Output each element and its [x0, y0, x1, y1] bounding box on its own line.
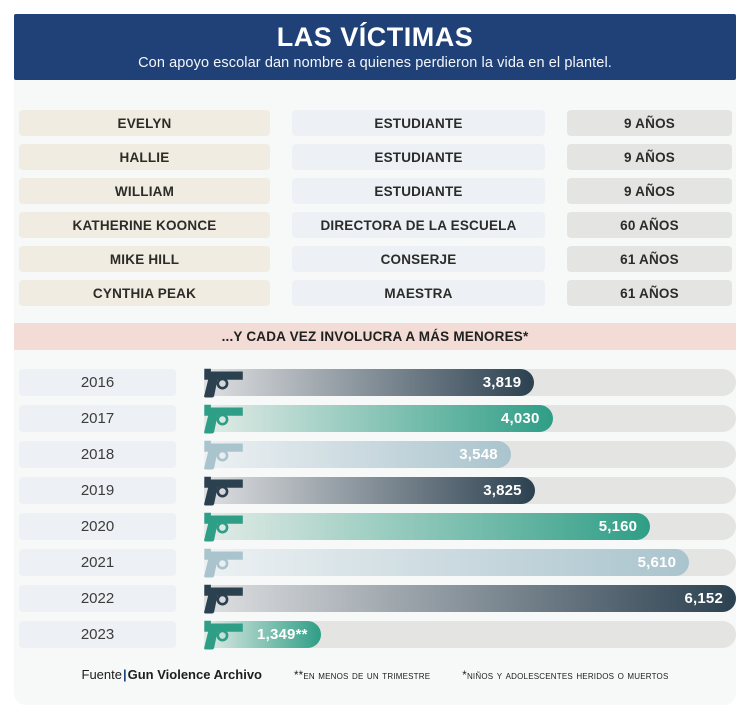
chart-row: 2020 5,160 [19, 512, 736, 542]
chart-bar-track: 3,548 [204, 440, 736, 470]
chart-row: 2019 3,825 [19, 476, 736, 506]
victim-role: MAESTRA [292, 280, 545, 306]
chart-bar-value: 5,610 [637, 554, 677, 571]
victim-age: 61 AÑOS [567, 246, 732, 272]
victim-age: 61 AÑOS [567, 280, 732, 306]
chart-bar: 3,548 [204, 441, 511, 468]
chart-row: 2023 1,349** [19, 620, 736, 650]
chart-bar: 5,160 [204, 513, 651, 540]
chart-bar-value: 1,349** [257, 626, 308, 643]
victim-row: WILLIAM ESTUDIANTE 9 AÑOS [19, 178, 732, 204]
chart-year-label: 2020 [19, 513, 176, 540]
chart-row: 2018 3,548 [19, 440, 736, 470]
chart-bar-track: 6,152 [204, 584, 736, 614]
victim-name: MIKE HILL [19, 246, 270, 272]
chart-year-label: 2021 [19, 549, 176, 576]
victim-role: CONSERJE [292, 246, 545, 272]
victim-name: WILLIAM [19, 178, 270, 204]
pistol-icon [201, 545, 245, 581]
chart-row: 2022 6,152 [19, 584, 736, 614]
chart-bar-track: 1,349** [204, 620, 736, 650]
infographic-card: LAS VÍCTIMAS Con apoyo escolar dan nombr… [14, 14, 736, 705]
victim-role: ESTUDIANTE [292, 110, 545, 136]
chart-section-title: ...Y CADA VEZ INVOLUCRA A MÁS MENORES* [14, 323, 736, 350]
chart-bar-track: 4,030 [204, 404, 736, 434]
victim-row: HALLIE ESTUDIANTE 9 AÑOS [19, 144, 732, 170]
chart-bar-track: 5,160 [204, 512, 736, 542]
chart-bar-value: 3,819 [482, 374, 522, 391]
chart-row: 2021 5,610 [19, 548, 736, 578]
chart-bar: 6,152 [204, 585, 736, 612]
chart-bar-value: 3,548 [459, 446, 498, 463]
chart-year-label: 2018 [19, 441, 176, 468]
chart-row: 2017 4,030 [19, 404, 736, 434]
chart-bar: 1,349** [204, 621, 321, 648]
chart-row: 2016 3,819 [19, 368, 736, 398]
victim-name: EVELYN [19, 110, 270, 136]
victim-age: 60 AÑOS [567, 212, 732, 238]
victims-table: EVELYN ESTUDIANTE 9 AÑOS HALLIE ESTUDIAN… [14, 80, 736, 306]
chart-year-label: 2017 [19, 405, 176, 432]
chart-year-label: 2022 [19, 585, 176, 612]
pistol-icon [201, 473, 245, 509]
chart-year-label: 2023 [19, 621, 176, 648]
footnote-trimester: **En menos de un trimestre [294, 670, 431, 682]
bar-chart: 2016 3,819 2017 4,030 [14, 350, 736, 650]
page-subtitle: Con apoyo escolar dan nombre a quienes p… [138, 54, 612, 71]
victim-age: 9 AÑOS [567, 110, 732, 136]
footnote-children: *Niños y adolescentes heridos o muertos [462, 670, 669, 682]
chart-bar: 3,825 [204, 477, 535, 504]
pistol-icon [201, 365, 245, 401]
victim-role: ESTUDIANTE [292, 178, 545, 204]
victim-age: 9 AÑOS [567, 178, 732, 204]
victim-role: ESTUDIANTE [292, 144, 545, 170]
page-title: LAS VÍCTIMAS [276, 22, 474, 53]
header-banner: LAS VÍCTIMAS Con apoyo escolar dan nombr… [14, 14, 736, 80]
chart-bar: 4,030 [204, 405, 553, 432]
chart-bar-value: 3,825 [483, 482, 522, 499]
victim-age: 9 AÑOS [567, 144, 732, 170]
source-divider: | [122, 667, 127, 682]
chart-bar: 3,819 [204, 369, 535, 396]
victim-row: CYNTHIA PEAK MAESTRA 61 AÑOS [19, 280, 732, 306]
victim-row: KATHERINE KOONCE DIRECTORA DE LA ESCUELA… [19, 212, 732, 238]
footer-notes: Fuente|Gun Violence Archivo **En menos d… [14, 667, 736, 682]
pistol-icon [201, 509, 245, 545]
victim-name: HALLIE [19, 144, 270, 170]
source-label: Fuente [81, 667, 122, 682]
victim-name: KATHERINE KOONCE [19, 212, 270, 238]
chart-bar-track: 3,825 [204, 476, 736, 506]
pistol-icon [201, 437, 245, 473]
chart-year-label: 2016 [19, 369, 176, 396]
chart-year-label: 2019 [19, 477, 176, 504]
chart-bar-value: 5,160 [598, 518, 638, 535]
chart-bar-track: 5,610 [204, 548, 736, 578]
chart-bar: 5,610 [204, 549, 690, 576]
pistol-icon [201, 401, 245, 437]
pistol-icon [201, 581, 245, 617]
victim-row: MIKE HILL CONSERJE 61 AÑOS [19, 246, 732, 272]
chart-bar-value: 6,152 [684, 590, 723, 607]
victim-name: CYNTHIA PEAK [19, 280, 270, 306]
victim-row: EVELYN ESTUDIANTE 9 AÑOS [19, 110, 732, 136]
source-name: Gun Violence Archivo [127, 667, 262, 682]
chart-bar-value: 4,030 [500, 410, 540, 427]
pistol-icon [201, 617, 245, 653]
source-credit: Fuente|Gun Violence Archivo [82, 667, 263, 682]
victim-role: DIRECTORA DE LA ESCUELA [292, 212, 545, 238]
chart-bar-track: 3,819 [204, 368, 736, 398]
